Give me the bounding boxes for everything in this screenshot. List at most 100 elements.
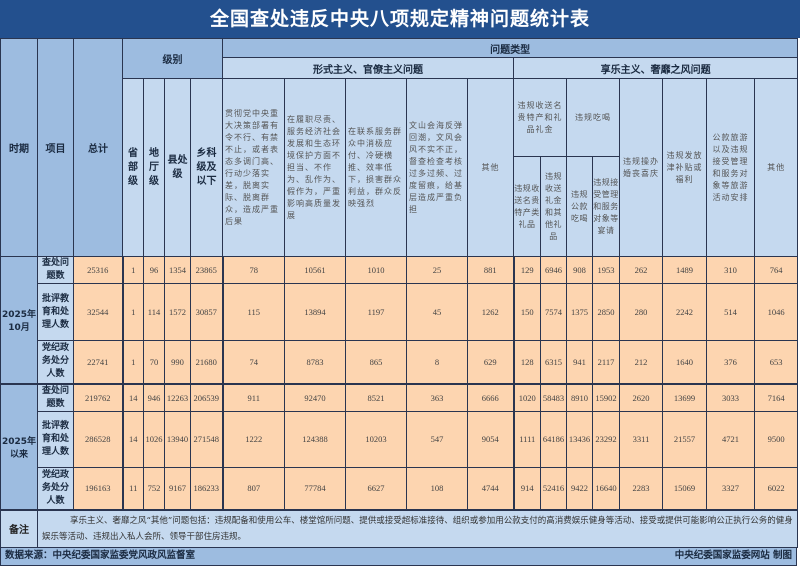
value-cell: 8 xyxy=(406,340,468,384)
header-subsidies: 违规发放津补贴或福利 xyxy=(662,78,707,257)
value-cell: 11 xyxy=(122,466,144,511)
value-cell: 23292 xyxy=(592,410,620,468)
value-cell: 1262 xyxy=(467,283,515,341)
value-cell: 1 xyxy=(122,256,144,284)
value-cell: 150 xyxy=(513,283,541,341)
value-cell: 219762 xyxy=(73,383,124,412)
header-level-township: 乡科级及以下 xyxy=(190,78,223,257)
value-cell: 4721 xyxy=(706,410,755,468)
value-cell: 1046 xyxy=(753,283,799,341)
table-row: 2025年10月 查处问题数 25316 1 96 1354 23865 78 10561 101… xyxy=(0,256,799,384)
value-cell: 1953 xyxy=(592,256,620,284)
header-gifts-cash: 违规收送礼金和其他礼品 xyxy=(540,156,567,257)
value-cell: 2283 xyxy=(619,466,663,511)
header-total: 总计 xyxy=(73,38,123,257)
header-dining-banquet: 违规接受管理和服务对象等宴请 xyxy=(592,156,620,257)
value-cell: 108 xyxy=(406,466,468,511)
value-cell: 1354 xyxy=(164,256,191,284)
header-travel: 公款旅游以及违规接受管理和服务对象等旅游活动安排 xyxy=(706,78,755,257)
value-cell: 13894 xyxy=(284,283,346,341)
header-formalism-1: 贯彻党中央重大决策部署有令不行、有禁不止，或者表态多调门高、行动少落实差，脱离实… xyxy=(222,78,285,257)
value-cell: 16640 xyxy=(592,466,620,511)
value-cell: 653 xyxy=(753,340,799,384)
value-cell: 45 xyxy=(406,283,468,341)
header-weddings: 违规操办婚丧喜庆 xyxy=(619,78,663,257)
value-cell: 376 xyxy=(706,340,755,384)
value-cell: 14 xyxy=(122,383,144,412)
value-cell: 7574 xyxy=(540,283,567,341)
value-cell: 10203 xyxy=(345,410,407,468)
value-cell: 186233 xyxy=(190,466,224,511)
header-formalism-2: 在履职尽责、服务经济社会发展和生态环境保护方面不担当、不作为、乱作为、假作为，严… xyxy=(284,78,346,257)
data-source: 数据来源：中央纪委国家监委党风政风监督室 xyxy=(5,549,196,561)
value-cell: 92470 xyxy=(284,383,346,412)
value-cell: 6627 xyxy=(345,466,407,511)
header-hedonism-other: 其他 xyxy=(753,78,799,257)
value-cell: 2242 xyxy=(662,283,707,341)
value-cell: 77784 xyxy=(284,466,346,511)
value-cell: 15069 xyxy=(662,466,707,511)
header-hedonism: 享乐主义、奢靡之风问题 xyxy=(512,57,799,79)
value-cell: 6666 xyxy=(467,383,515,412)
credit: 中央纪委国家监委网站 制图 xyxy=(674,549,792,561)
value-cell: 9167 xyxy=(164,466,191,511)
value-cell: 271548 xyxy=(190,410,224,468)
table-row: 批评教育和处理人数 32544 1 114 1572 30857 115 13894 1197 4… xyxy=(1,283,799,341)
value-cell: 206539 xyxy=(190,383,224,412)
value-cell: 124388 xyxy=(284,410,346,468)
period-cell: 2025年以来 xyxy=(0,383,38,511)
value-cell: 6946 xyxy=(540,256,567,284)
value-cell: 23865 xyxy=(190,256,224,284)
value-cell: 12263 xyxy=(164,383,191,412)
value-cell: 114 xyxy=(143,283,165,341)
item-cell: 批评教育和处理人数 xyxy=(37,410,74,468)
value-cell: 2620 xyxy=(619,383,663,412)
value-cell: 1020 xyxy=(513,383,541,412)
note-text: 享乐主义、奢靡之风“其他”问题包括：违规配备和使用公车、楼堂馆所问题、提供或接受… xyxy=(36,509,799,548)
value-cell: 128 xyxy=(513,340,541,384)
value-cell: 2117 xyxy=(592,340,620,384)
value-cell: 8783 xyxy=(284,340,346,384)
value-cell: 1010 xyxy=(345,256,407,284)
value-cell: 881 xyxy=(467,256,515,284)
header-level-bureau: 地厅级 xyxy=(143,78,165,257)
value-cell: 9422 xyxy=(566,466,593,511)
value-cell: 865 xyxy=(345,340,407,384)
header-formalism-other: 其他 xyxy=(467,78,514,257)
value-cell: 946 xyxy=(143,383,165,412)
header-level-province: 省部级 xyxy=(122,78,144,257)
value-cell: 52416 xyxy=(540,466,567,511)
value-cell: 13436 xyxy=(566,410,593,468)
value-cell: 280 xyxy=(619,283,663,341)
value-cell: 1197 xyxy=(345,283,407,341)
value-cell: 1 xyxy=(122,283,144,341)
note-label: 备注 xyxy=(0,509,38,548)
value-cell: 25316 xyxy=(73,256,124,284)
header-period: 时期 xyxy=(0,38,38,257)
value-cell: 78 xyxy=(222,256,285,284)
value-cell: 1222 xyxy=(222,410,285,468)
item-cell: 党纪政务处分人数 xyxy=(37,340,74,384)
value-cell: 911 xyxy=(222,383,285,412)
value-cell: 3327 xyxy=(706,466,755,511)
value-cell: 1572 xyxy=(164,283,191,341)
value-cell: 6315 xyxy=(540,340,567,384)
value-cell: 514 xyxy=(706,283,755,341)
value-cell: 286528 xyxy=(73,410,124,468)
period-cell: 2025年10月 xyxy=(0,256,38,384)
value-cell: 8910 xyxy=(566,383,593,412)
header-formalism-3: 在联系服务群众中消极应付、冷硬横推、效率低下，损害群众利益，群众反映强烈 xyxy=(345,78,407,257)
table-row: 党纪政务处分人数 196163 11 752 9167 186233 807 77784 662… xyxy=(0,466,799,511)
value-cell: 13699 xyxy=(662,383,707,412)
value-cell: 1 xyxy=(122,340,144,384)
value-cell: 990 xyxy=(164,340,191,384)
value-cell: 6022 xyxy=(753,466,799,511)
value-cell: 115 xyxy=(222,283,285,341)
value-cell: 941 xyxy=(566,340,593,384)
value-cell: 129 xyxy=(513,256,541,284)
header-gifts-group: 违规收送名贵特产和礼品礼金 xyxy=(513,78,567,157)
value-cell: 1111 xyxy=(513,410,541,468)
value-cell: 9500 xyxy=(753,410,799,468)
value-cell: 70 xyxy=(143,340,165,384)
header-item: 项目 xyxy=(37,38,74,257)
